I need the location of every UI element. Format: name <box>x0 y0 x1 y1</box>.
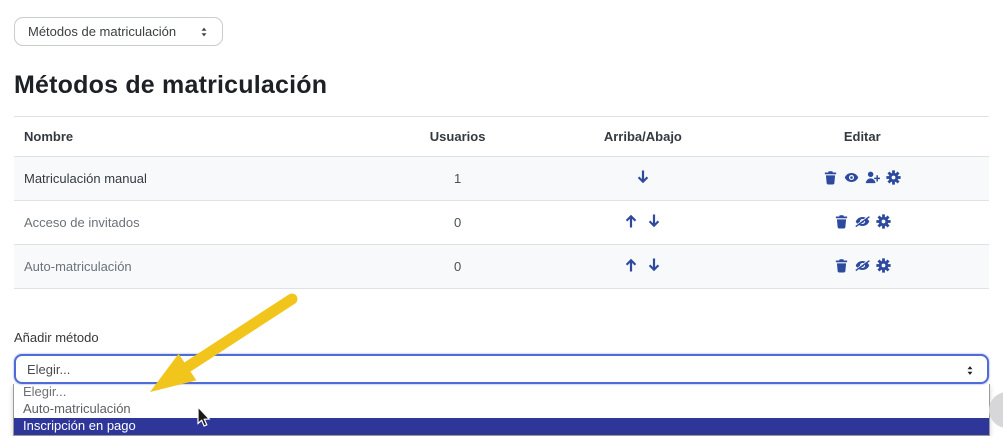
gear-icon <box>886 169 901 185</box>
method-name: Acceso de invitados <box>24 215 140 230</box>
col-header-arriba-abajo: Arriba/Abajo <box>603 129 682 144</box>
dropdown-option-auto-matriculacion[interactable]: Auto-matriculación <box>23 401 131 416</box>
arrow-down-icon <box>649 258 660 272</box>
method-users-count: 0 <box>454 215 462 230</box>
eye-icon <box>845 172 859 182</box>
eye-slash-icon <box>854 214 870 227</box>
add-method-dropdown-list: Elegir... Auto-matriculación Inscripción… <box>13 384 990 436</box>
enrol-methods-table: Nombre Usuarios Arriba/Abajo Editar Matr… <box>14 116 989 289</box>
method-users-count: 1 <box>454 171 462 186</box>
delete-button[interactable] <box>834 258 849 273</box>
settings-button[interactable] <box>876 213 891 229</box>
move-up-button[interactable] <box>623 257 639 273</box>
arrow-up-icon <box>626 258 637 272</box>
move-down-button[interactable] <box>646 257 662 273</box>
show-button[interactable] <box>854 258 870 273</box>
trash-icon <box>835 258 847 273</box>
arrow-up-icon <box>626 214 637 228</box>
col-header-usuarios: Usuarios <box>429 129 486 144</box>
table-header-row: Nombre Usuarios Arriba/Abajo Editar <box>14 117 989 157</box>
caret-updown-icon <box>967 366 973 375</box>
settings-button[interactable] <box>886 169 901 185</box>
top-navigation: Métodos de matriculación <box>0 0 1003 46</box>
hide-button[interactable] <box>844 170 859 185</box>
gear-icon <box>876 257 891 273</box>
delete-button[interactable] <box>834 214 849 229</box>
show-button[interactable] <box>854 214 870 229</box>
dropdown-option-inscripcion-en-pago[interactable]: Inscripción en pago <box>14 418 989 435</box>
col-header-editar: Editar <box>843 129 881 144</box>
trash-icon <box>825 170 837 185</box>
jump-to-select[interactable]: Métodos de matriculación <box>14 17 224 46</box>
table-row-guest-access: Acceso de invitados 0 <box>14 201 989 245</box>
add-method-section: Añadir método Elegir... <box>14 330 1003 384</box>
page-title: Métodos de matriculación <box>14 71 328 99</box>
move-up-button[interactable] <box>623 213 639 229</box>
method-users-count: 0 <box>454 259 462 274</box>
enrol-users-button[interactable] <box>865 170 881 185</box>
move-down-button[interactable] <box>646 213 662 229</box>
add-method-select-value: Elegir... <box>27 361 71 377</box>
jump-to-select-value: Métodos de matriculación <box>28 24 177 39</box>
add-method-label: Añadir método <box>14 330 99 345</box>
delete-button[interactable] <box>823 170 838 185</box>
method-name: Auto-matriculación <box>24 259 132 274</box>
trash-icon <box>835 214 847 229</box>
dropdown-option-elegir[interactable]: Elegir... <box>23 384 67 399</box>
gear-icon <box>876 213 891 229</box>
eye-slash-icon <box>854 258 870 271</box>
method-name: Matriculación manual <box>24 171 147 186</box>
user-plus-icon <box>866 171 881 183</box>
caret-updown-icon <box>201 27 207 36</box>
recording-widget-circle <box>989 392 1003 428</box>
arrow-down-icon <box>649 214 660 228</box>
settings-button[interactable] <box>876 257 891 273</box>
arrow-down-icon <box>637 170 649 184</box>
table-row-self-enrolment: Auto-matriculación 0 <box>14 244 989 289</box>
col-header-nombre: Nombre <box>24 129 74 144</box>
table-row-manual-enrolment: Matriculación manual 1 <box>14 156 989 201</box>
add-method-select[interactable]: Elegir... <box>14 354 989 384</box>
move-down-button[interactable] <box>635 169 651 185</box>
